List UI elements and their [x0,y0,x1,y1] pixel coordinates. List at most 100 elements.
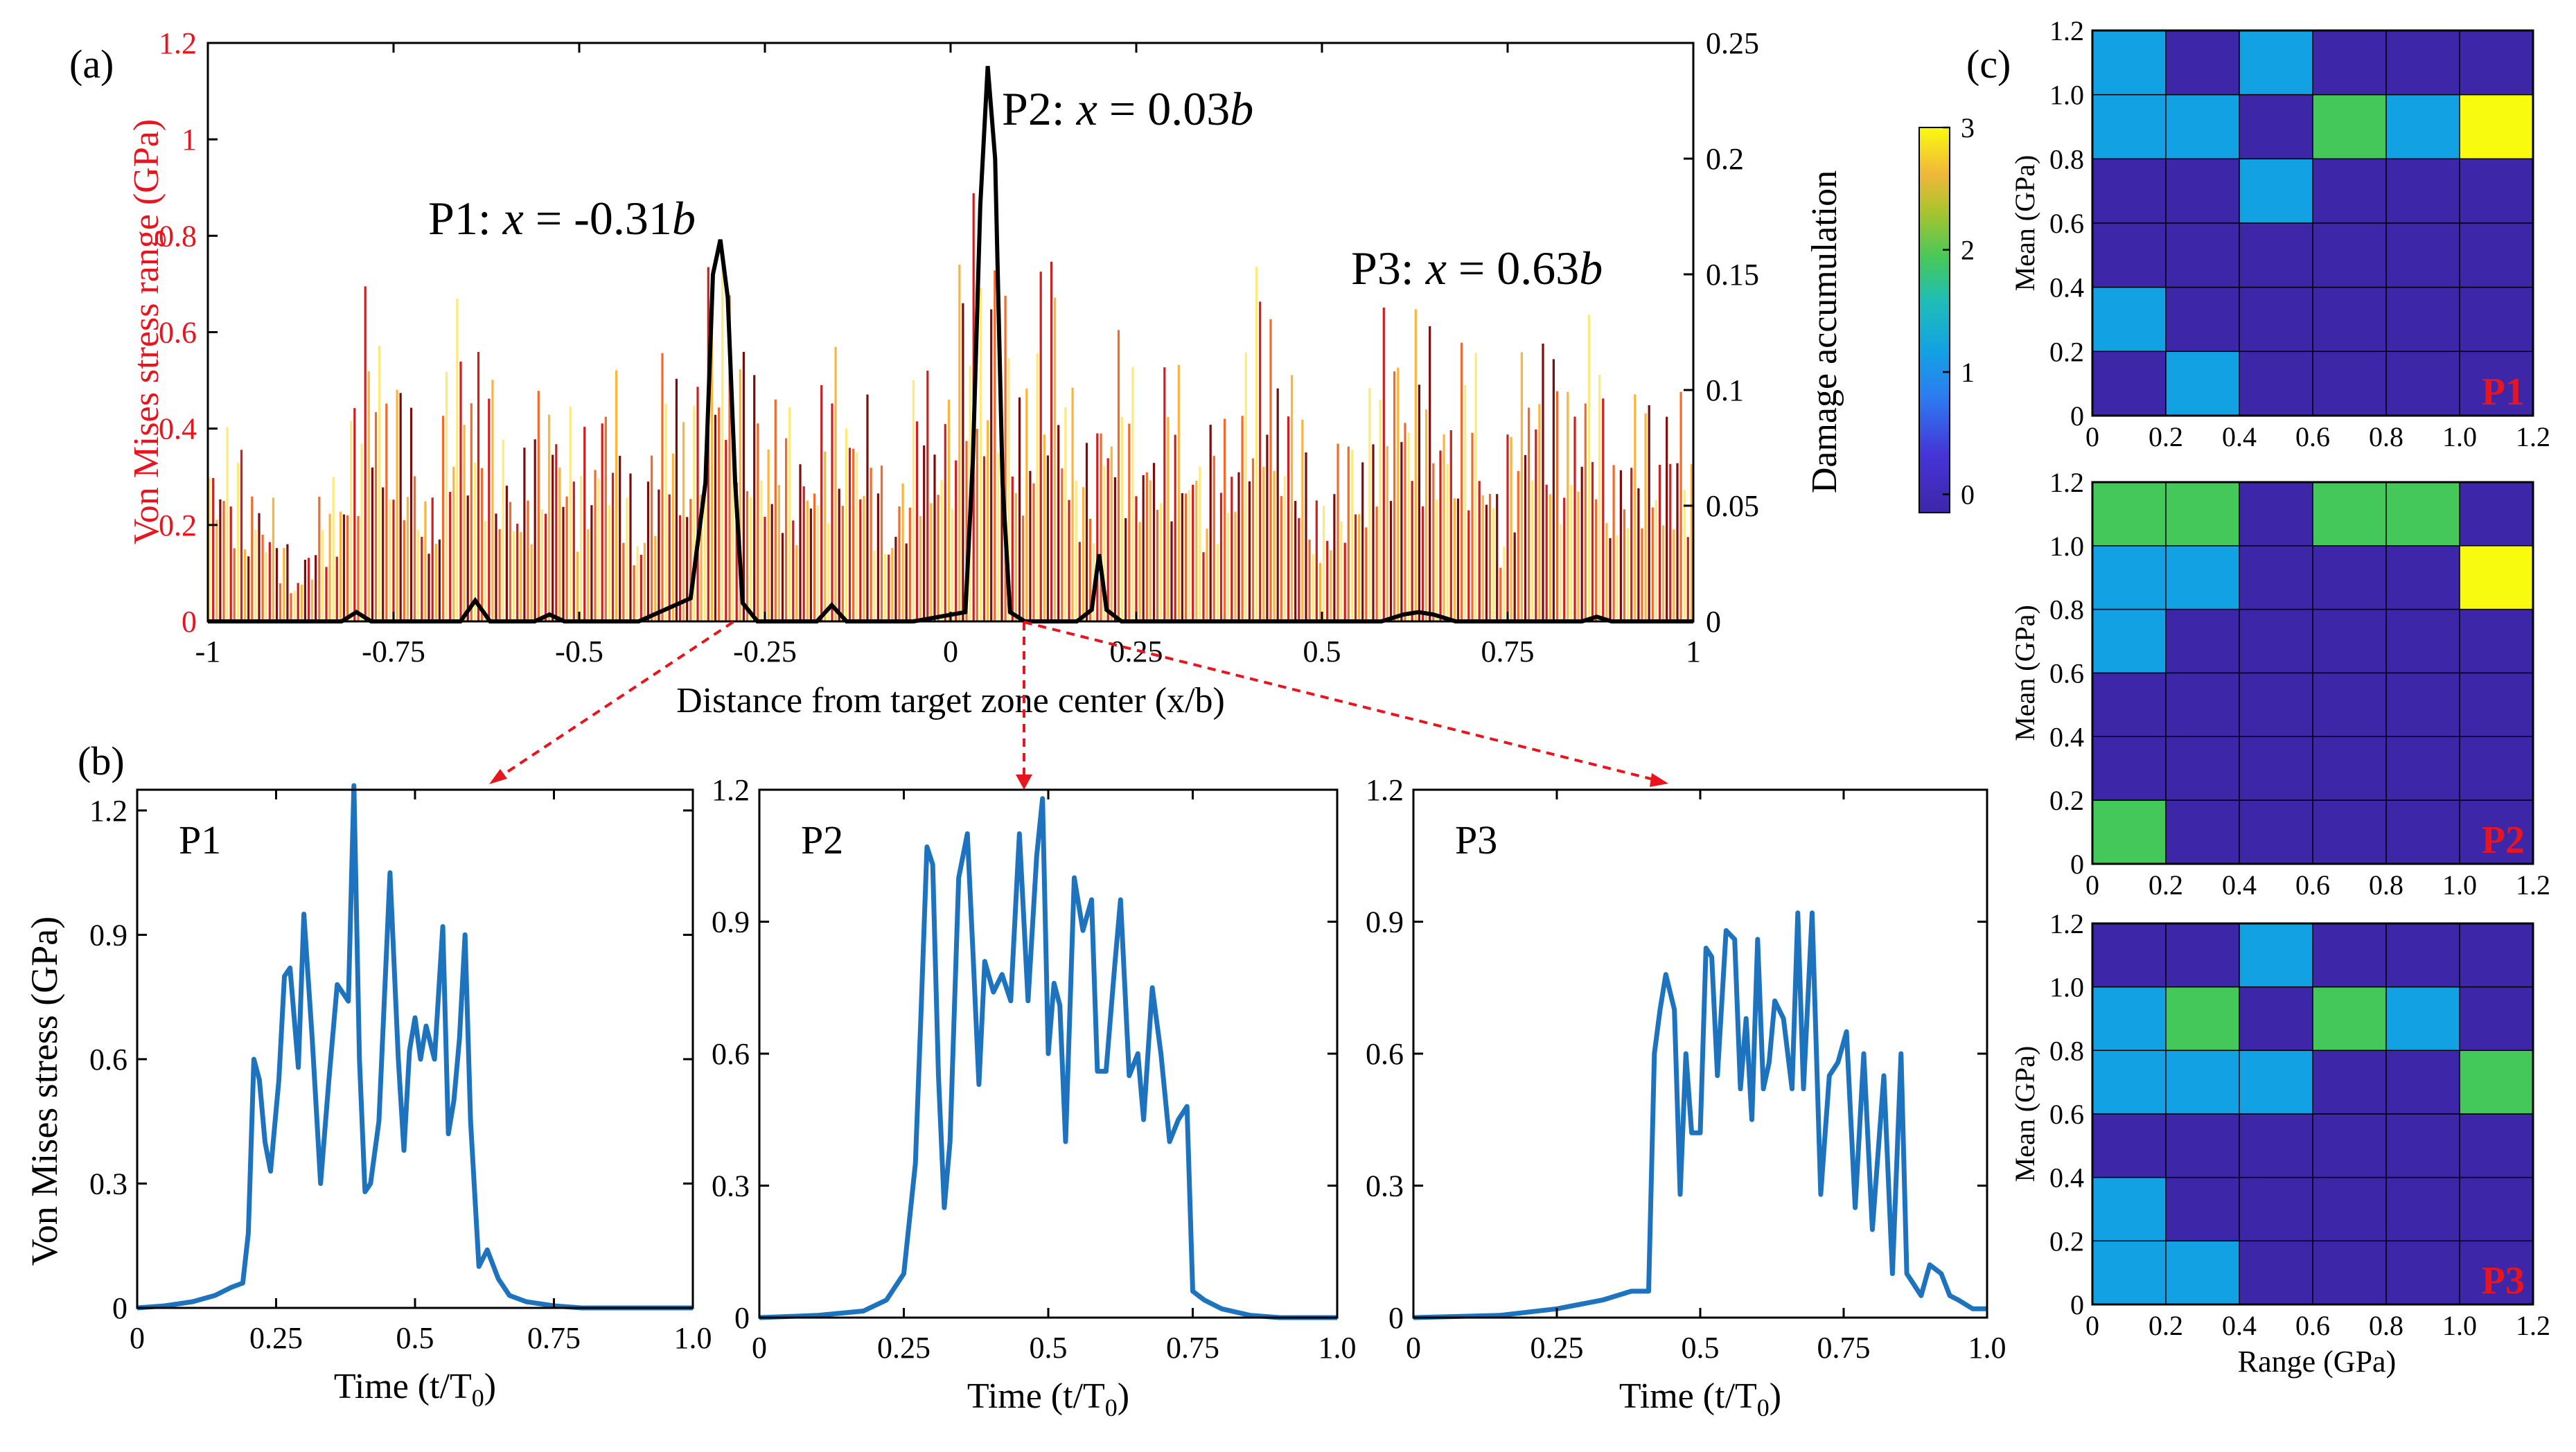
y-tick-label-left: 1.2 [159,26,197,60]
stress-bar [414,476,416,621]
stress-bar [1318,563,1321,621]
heatmap-cell [2385,986,2460,1052]
stress-bar [1354,514,1357,621]
stress-bar [470,403,473,621]
stress-bar [424,501,427,621]
stress-bar [710,317,713,621]
stress-bar [982,456,986,621]
stress-bar [870,468,872,621]
x-tick-label: -1 [195,635,221,669]
stress-bar [668,494,671,621]
stress-bar [1262,466,1265,621]
stress-bar [1481,495,1484,621]
stress-bar [509,502,512,621]
heatmap-cell [2239,158,2313,224]
stress-bar [445,371,448,621]
stress-bar [1291,375,1294,621]
stress-bar [1110,446,1113,621]
heatmap-y-label: Mean (GPa) [2009,155,2040,292]
heatmap-cell [2385,1240,2460,1305]
chart-b1: 0 0.25 0.5 0.75 1.0 0 0.3 0.6 0.9 1.2 P1 Time (t/T0… [89,783,712,1412]
stress-bar [1379,400,1382,621]
y-tick-label: 0.3 [1366,1169,1404,1203]
heatmap-cell [2312,1240,2387,1305]
stress-bar [1552,359,1555,621]
panel-label-a: (a) [69,42,114,87]
arrow-p3 [1023,621,1662,783]
stress-bar [1662,525,1665,621]
stress-bar [664,403,667,621]
stress-bar [226,427,229,621]
stress-bar [937,495,939,621]
heatmap-cell [2165,351,2240,416]
stress-bar [1464,385,1467,621]
stress-bar [990,309,993,621]
y-tick-label: 1.2 [89,794,127,828]
heatmap-x-tick-label: 0.8 [2369,869,2403,901]
stress-bar [1347,446,1350,621]
stress-bar [785,438,788,621]
stress-bar [1393,371,1396,621]
stress-bar [827,523,830,621]
heatmap-label: P1 [2482,371,2525,414]
heatmap-y-tick-label: 0.2 [2049,1225,2084,1257]
stress-bar [540,509,543,621]
heatmap-cell [2312,923,2387,988]
heatmap-cell [2239,799,2313,865]
stress-bar [671,453,674,621]
heatmap-y-tick-label: 0.6 [2049,658,2084,689]
stress-bar [1520,352,1523,621]
stress-bar [1326,540,1329,621]
colorbar-tick-label: 0 [1961,479,1975,511]
stress-bar [1177,364,1180,621]
stress-bar [1453,498,1456,621]
stress-bar [1131,367,1134,621]
colorbar-tick-label: 3 [1961,112,1975,143]
stress-bar [339,511,342,621]
stress-bar [569,406,572,621]
heatmap-cell [2459,545,2534,610]
stress-bar [1007,358,1010,621]
heatmap-cell [2092,158,2167,224]
stress-bar [473,462,476,621]
stress-bar [335,556,338,621]
stress-bar [219,499,222,621]
stress-bar [1212,456,1215,621]
x-tick-label: 0 [943,635,958,669]
stress-bar [275,548,279,621]
stress-bar [1658,464,1661,621]
heatmap-cell [2092,923,2167,988]
heatmap-cell [2459,94,2534,160]
heatmap-cell [2165,545,2240,610]
heatmap-x-tick-label: 0.4 [2222,1310,2257,1341]
y-tick-label: 0 [734,1301,750,1335]
stress-bar [884,554,887,621]
arrow-heads [489,769,1668,790]
stress-bar [1397,367,1400,621]
heatmap-cell [2385,672,2460,738]
y-tick-label-left: 0.6 [159,316,197,350]
stress-bar [622,542,625,621]
stress-bar [364,286,367,621]
stress-bar [976,429,978,621]
heatmap-cell [2312,608,2387,674]
stress-bar [732,451,734,621]
stress-bar [1149,480,1152,621]
heatmap-cell [2165,1176,2240,1242]
stress-bar [767,449,770,621]
stress-bar [1598,375,1601,621]
stress-bar [456,298,459,621]
stress-bar [1096,433,1099,621]
panel-label-c: (c) [1966,42,2011,87]
stress-bar [1323,506,1325,621]
chart-a-y-label-right: Damage accumulation [1805,170,1844,493]
stress-bar [799,464,802,621]
stress-bar [505,486,508,621]
stress-bar [1025,388,1028,621]
stress-bar [1184,493,1188,621]
stress-bar [552,454,554,621]
heatmap-frame [2091,922,2534,1306]
stress-bar [378,346,381,621]
heatmap-cell [2092,672,2167,738]
stress-bar [1219,493,1223,621]
